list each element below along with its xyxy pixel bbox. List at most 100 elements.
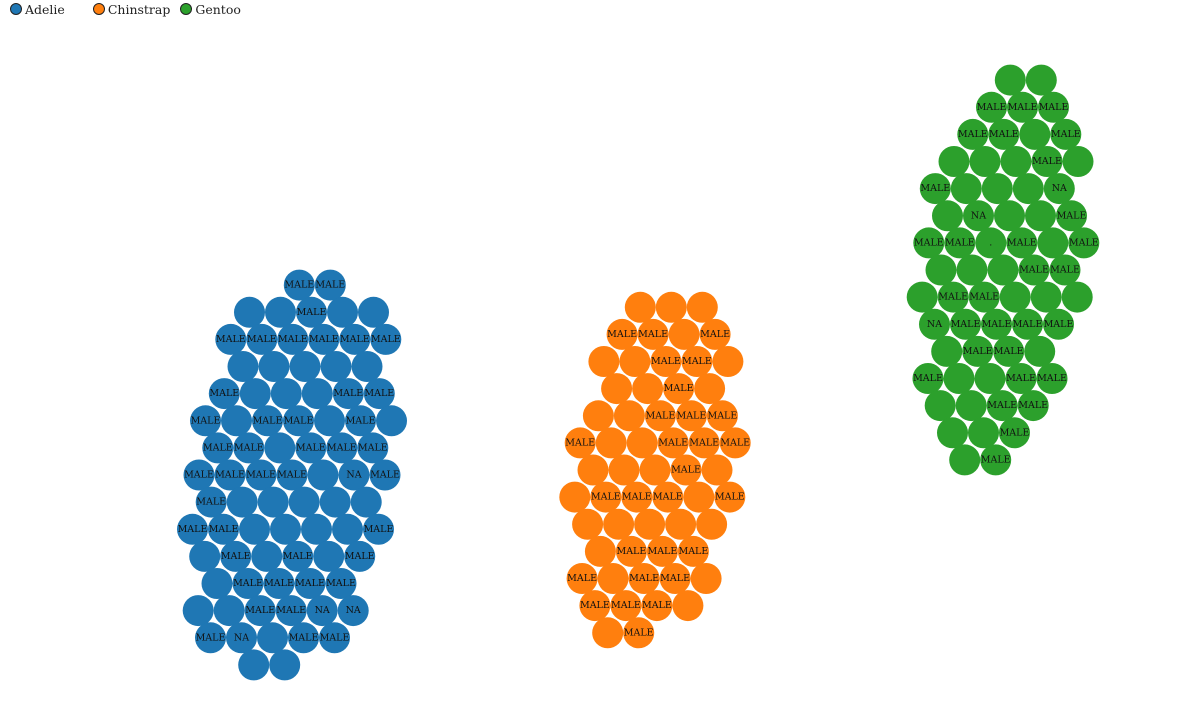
- node-gentoo[interactable]: [993, 335, 1025, 367]
- node-chinstrap[interactable]: [603, 508, 635, 540]
- node-adelie[interactable]: [370, 323, 402, 355]
- node-gentoo[interactable]: [1049, 254, 1081, 286]
- node-adelie[interactable]: [301, 378, 333, 410]
- node-adelie[interactable]: [283, 405, 314, 437]
- node-adelie[interactable]: [182, 595, 214, 627]
- node-adelie[interactable]: [363, 513, 394, 545]
- node-adelie[interactable]: [208, 378, 240, 410]
- node-gentoo[interactable]: [994, 64, 1026, 96]
- node-gentoo[interactable]: [988, 118, 1020, 150]
- node-adelie[interactable]: [234, 296, 265, 328]
- node-gentoo[interactable]: [1005, 363, 1037, 394]
- node-adelie[interactable]: [358, 296, 389, 328]
- node-gentoo[interactable]: [1030, 281, 1062, 313]
- node-gentoo[interactable]: [1012, 173, 1044, 205]
- node-chinstrap[interactable]: [595, 427, 627, 459]
- node-adelie[interactable]: [270, 513, 301, 545]
- node-chinstrap[interactable]: [623, 617, 655, 649]
- node-chinstrap[interactable]: [657, 427, 689, 459]
- node-chinstrap[interactable]: [665, 508, 697, 540]
- node-gentoo[interactable]: [1062, 146, 1094, 177]
- node-adelie[interactable]: [277, 323, 309, 355]
- node-adelie[interactable]: [265, 296, 296, 328]
- node-chinstrap[interactable]: [675, 400, 707, 432]
- node-adelie[interactable]: [320, 351, 352, 382]
- node-gentoo[interactable]: [937, 417, 968, 449]
- node-adelie[interactable]: [345, 405, 376, 437]
- node-chinstrap[interactable]: [564, 427, 596, 459]
- node-chinstrap[interactable]: [572, 508, 604, 540]
- node-adelie[interactable]: [326, 432, 358, 464]
- node-gentoo[interactable]: [919, 308, 950, 340]
- node-adelie[interactable]: [227, 351, 259, 382]
- node-gentoo[interactable]: [1038, 91, 1069, 123]
- node-chinstrap[interactable]: [663, 373, 695, 405]
- node-adelie[interactable]: [308, 323, 340, 355]
- node-adelie[interactable]: [233, 432, 265, 464]
- node-chinstrap[interactable]: [690, 563, 722, 594]
- node-chinstrap[interactable]: [608, 454, 640, 486]
- node-gentoo[interactable]: [981, 308, 1012, 340]
- node-chinstrap[interactable]: [615, 535, 647, 567]
- node-gentoo[interactable]: [1037, 227, 1069, 259]
- node-gentoo[interactable]: [1068, 227, 1100, 259]
- node-gentoo[interactable]: [994, 200, 1025, 232]
- node-adelie[interactable]: [363, 378, 395, 410]
- node-chinstrap[interactable]: [672, 590, 704, 622]
- node-chinstrap[interactable]: [579, 590, 611, 622]
- node-adelie[interactable]: [332, 513, 363, 545]
- node-chinstrap[interactable]: [577, 454, 609, 486]
- node-adelie[interactable]: [319, 622, 350, 654]
- node-chinstrap[interactable]: [712, 346, 744, 377]
- node-adelie[interactable]: [195, 622, 226, 654]
- node-gentoo[interactable]: [1050, 118, 1082, 150]
- node-chinstrap[interactable]: [601, 373, 633, 405]
- node-adelie[interactable]: [269, 649, 301, 681]
- node-adelie[interactable]: [283, 269, 315, 301]
- node-adelie[interactable]: [325, 568, 357, 599]
- node-adelie[interactable]: [264, 432, 296, 464]
- node-gentoo[interactable]: [1019, 118, 1051, 150]
- node-adelie[interactable]: [189, 540, 221, 572]
- node-adelie[interactable]: [226, 486, 258, 518]
- node-gentoo[interactable]: [932, 200, 963, 232]
- node-chinstrap[interactable]: [639, 454, 671, 486]
- node-chinstrap[interactable]: [670, 454, 702, 486]
- node-chinstrap[interactable]: [621, 481, 653, 513]
- node-gentoo[interactable]: [1043, 173, 1075, 205]
- node-gentoo[interactable]: [999, 281, 1031, 313]
- node-gentoo[interactable]: [906, 281, 938, 313]
- node-gentoo[interactable]: [1024, 335, 1056, 367]
- node-gentoo[interactable]: [957, 118, 989, 150]
- node-adelie[interactable]: [214, 459, 246, 491]
- node-adelie[interactable]: [238, 649, 270, 681]
- node-adelie[interactable]: [252, 405, 283, 437]
- node-chinstrap[interactable]: [559, 481, 591, 513]
- node-adelie[interactable]: [245, 459, 277, 491]
- node-gentoo[interactable]: [956, 254, 988, 286]
- node-adelie[interactable]: [276, 459, 308, 491]
- node-chinstrap[interactable]: [641, 590, 673, 622]
- node-adelie[interactable]: [376, 405, 407, 437]
- node-gentoo[interactable]: [987, 254, 1019, 286]
- node-adelie[interactable]: [344, 540, 376, 572]
- node-gentoo[interactable]: [1018, 254, 1050, 286]
- node-adelie[interactable]: [215, 323, 247, 355]
- node-gentoo[interactable]: [943, 363, 975, 394]
- node-chinstrap[interactable]: [677, 535, 709, 567]
- node-gentoo[interactable]: [974, 363, 1006, 394]
- node-gentoo[interactable]: [950, 308, 981, 340]
- node-gentoo[interactable]: [931, 335, 963, 367]
- node-adelie[interactable]: [201, 568, 233, 599]
- node-adelie[interactable]: [339, 323, 371, 355]
- node-adelie[interactable]: [294, 568, 326, 599]
- node-chinstrap[interactable]: [683, 481, 715, 513]
- node-adelie[interactable]: [251, 540, 283, 572]
- node-adelie[interactable]: [202, 432, 234, 464]
- node-adelie[interactable]: [327, 296, 358, 328]
- node-gentoo[interactable]: [950, 173, 982, 205]
- node-gentoo[interactable]: [912, 363, 944, 394]
- node-adelie[interactable]: [350, 486, 382, 518]
- node-adelie[interactable]: [295, 432, 327, 464]
- node-chinstrap[interactable]: [613, 400, 645, 432]
